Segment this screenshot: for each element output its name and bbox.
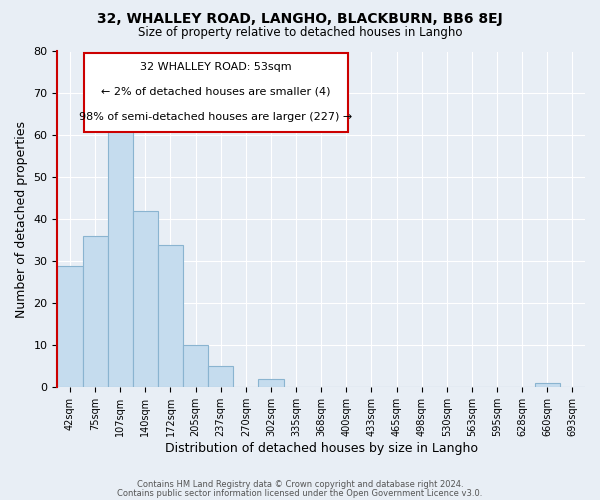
Bar: [158, 244, 183, 388]
Y-axis label: Number of detached properties: Number of detached properties: [15, 121, 28, 318]
Bar: [107, 127, 133, 388]
Text: Contains public sector information licensed under the Open Government Licence v3: Contains public sector information licen…: [118, 489, 482, 498]
Text: 98% of semi-detached houses are larger (227) →: 98% of semi-detached houses are larger (…: [79, 112, 352, 122]
Bar: [259, 379, 284, 388]
Bar: [133, 211, 158, 388]
Bar: [83, 236, 107, 388]
Bar: [535, 383, 560, 388]
Text: Contains HM Land Registry data © Crown copyright and database right 2024.: Contains HM Land Registry data © Crown c…: [137, 480, 463, 489]
X-axis label: Distribution of detached houses by size in Langho: Distribution of detached houses by size …: [165, 442, 478, 455]
Text: 32, WHALLEY ROAD, LANGHO, BLACKBURN, BB6 8EJ: 32, WHALLEY ROAD, LANGHO, BLACKBURN, BB6…: [97, 12, 503, 26]
Bar: [58, 266, 83, 388]
Text: Size of property relative to detached houses in Langho: Size of property relative to detached ho…: [138, 26, 462, 39]
Text: 32 WHALLEY ROAD: 53sqm: 32 WHALLEY ROAD: 53sqm: [140, 62, 292, 72]
Text: ← 2% of detached houses are smaller (4): ← 2% of detached houses are smaller (4): [101, 87, 331, 97]
Bar: [208, 366, 233, 388]
FancyBboxPatch shape: [84, 53, 347, 132]
Bar: [183, 346, 208, 388]
